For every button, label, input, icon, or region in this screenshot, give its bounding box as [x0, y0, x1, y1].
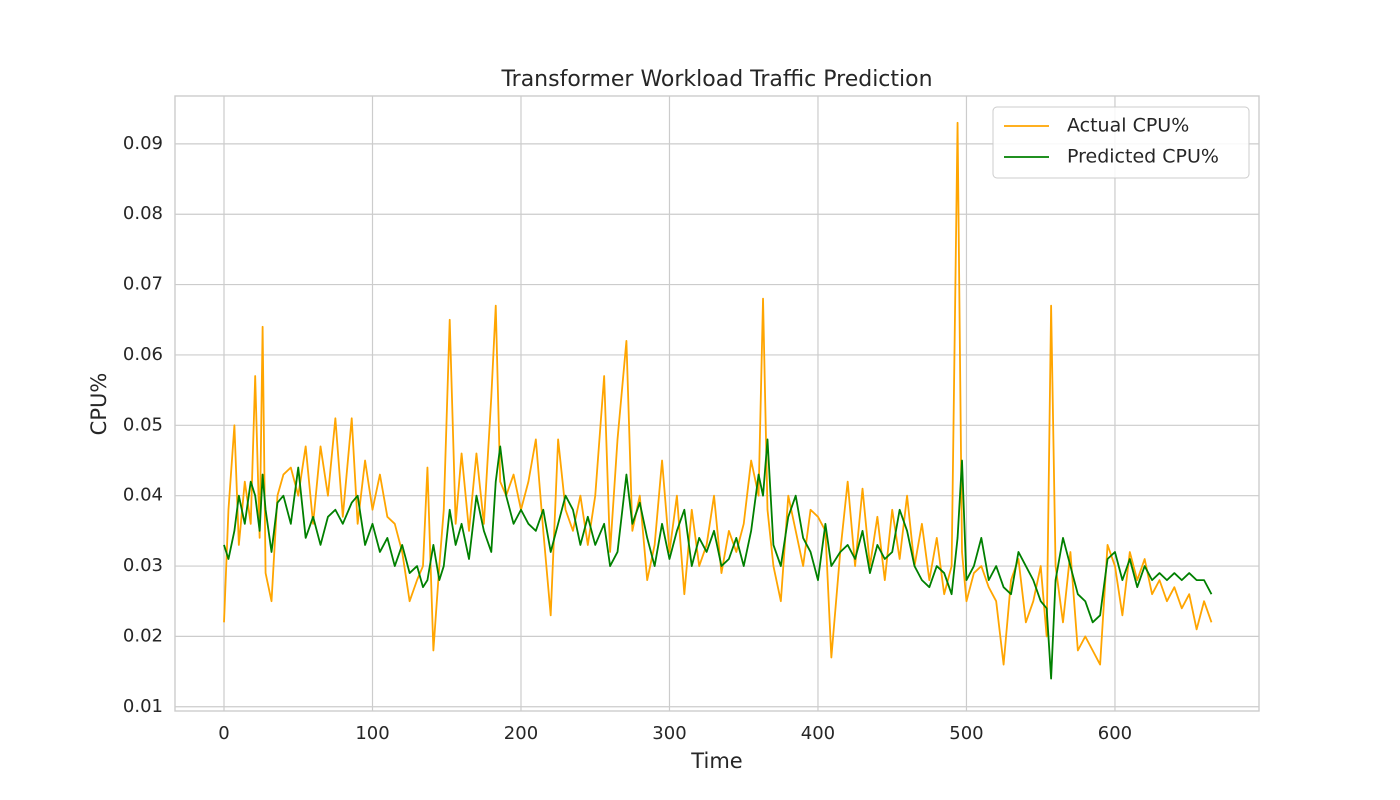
x-tick-label: 500: [949, 723, 983, 744]
y-tick-label: 0.02: [123, 625, 163, 646]
legend-label: Predicted CPU%: [1067, 146, 1219, 168]
x-tick-label: 100: [355, 723, 389, 744]
x-tick-label: 0: [218, 723, 229, 744]
y-tick-label: 0.08: [123, 203, 163, 224]
y-tick-label: 0.09: [123, 133, 163, 154]
y-tick-label: 0.03: [123, 555, 163, 576]
y-tick-label: 0.05: [123, 414, 163, 435]
y-tick-label: 0.04: [123, 485, 163, 506]
x-tick-label: 200: [504, 723, 538, 744]
legend-box: [992, 106, 1250, 179]
x-tick-label: 400: [801, 723, 835, 744]
x-tick-label: 300: [652, 723, 686, 744]
x-tick-label: 600: [1098, 723, 1132, 744]
y-axis-label: CPU%: [87, 373, 111, 436]
y-tick-label: 0.07: [123, 274, 163, 295]
y-tick-label: 0.01: [123, 696, 163, 717]
y-tick-label: 0.06: [123, 344, 163, 365]
data-line: [223, 438, 1213, 680]
chart-title: Transformer Workload Traffic Prediction: [500, 67, 932, 92]
data-line: [223, 121, 1213, 666]
plot-frame: [174, 95, 1260, 712]
legend-label: Actual CPU%: [1067, 115, 1189, 137]
x-axis-label: Time: [690, 749, 742, 773]
